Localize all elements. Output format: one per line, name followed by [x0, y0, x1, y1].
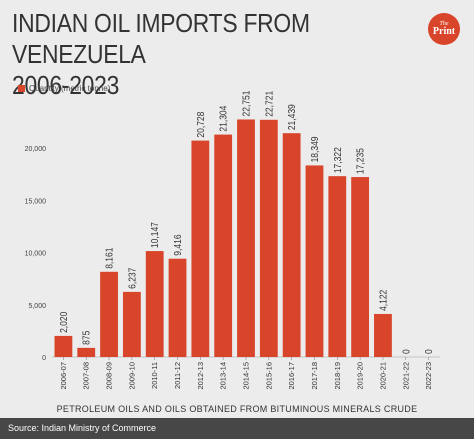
y-tick-label: 15,000 [25, 198, 47, 205]
x-tick-label: 2010-11 [150, 362, 159, 389]
source-bar: Source: Indian Ministry of Commerce [0, 418, 474, 439]
x-tick-label: 2013-14 [219, 362, 228, 390]
bar [259, 119, 278, 358]
bar-value-label: 6,237 [127, 268, 138, 289]
title-line-1: INDIAN OIL IMPORTS FROM VENEZUELA [12, 8, 310, 69]
logo-text-print: Print [432, 26, 456, 37]
x-tick-label: 2020-21 [378, 362, 387, 390]
chart-title: INDIAN OIL IMPORTS FROM VENEZUELA 2006-2… [12, 8, 419, 101]
x-tick-label: 2009-10 [127, 362, 136, 390]
bar [374, 313, 392, 357]
bar [351, 177, 370, 357]
bar [191, 140, 210, 357]
legend-label: Quantity (metric tonne) [29, 84, 111, 93]
theprint-logo: The Print [428, 13, 460, 45]
legend-swatch [18, 85, 25, 92]
bar-value-label: 875 [81, 331, 92, 345]
bar [54, 335, 73, 357]
x-tick-label: 2006-07 [59, 362, 68, 390]
bar-value-label: 17,235 [355, 148, 366, 174]
chart-caption: PETROLEUM OILS AND OILS OBTAINED FROM BI… [56, 404, 418, 414]
x-tick-label: 2016-17 [287, 362, 296, 390]
bar-value-label: 20,728 [195, 112, 206, 138]
bar-value-label: 18,349 [309, 136, 320, 162]
bar-value-label: 10,147 [150, 222, 161, 248]
legend: Quantity (metric tonne) [18, 84, 110, 93]
y-tick-label: 10,000 [25, 251, 47, 258]
x-tick-label: 2007-08 [82, 362, 91, 390]
logo-text-the: The [439, 21, 449, 27]
bar [237, 119, 255, 358]
bar [328, 176, 347, 357]
x-tick-label: 2012-13 [196, 362, 205, 390]
x-tick-label: 2014-15 [242, 362, 251, 390]
bar [100, 271, 118, 357]
bar [214, 134, 233, 357]
bar-value-label: 21,439 [287, 104, 298, 130]
bar [145, 251, 164, 357]
x-tick-label: 2018-19 [333, 362, 342, 390]
bar-value-label: 0 [401, 349, 412, 354]
bar [305, 165, 324, 357]
bar [168, 258, 187, 357]
x-tick-label: 2008-09 [105, 362, 114, 390]
bar [122, 291, 141, 357]
x-tick-label: 2011-12 [173, 362, 182, 389]
y-tick-label: 20,000 [25, 146, 47, 153]
bar-value-label: 4,122 [378, 290, 389, 311]
x-tick-label: 2021-22 [401, 362, 410, 390]
title-line-2: 2006-2023 [12, 70, 120, 100]
y-tick-label: 0 [42, 355, 46, 362]
bar-value-label: 22,721 [264, 91, 275, 117]
bar-value-label: 9,416 [172, 234, 183, 255]
bar [282, 133, 301, 357]
bar [77, 347, 96, 357]
x-tick-label: 2022-23 [424, 362, 433, 390]
bar-value-label: 2,020 [58, 312, 69, 333]
x-tick-label: 2019-20 [356, 362, 365, 390]
y-tick-label: 5,000 [28, 303, 46, 310]
x-tick-label: 2015-16 [264, 362, 273, 390]
bar-value-label: 17,322 [332, 147, 343, 173]
bar-value-label: 8,161 [104, 248, 115, 269]
bar-value-label: 0 [423, 349, 434, 354]
x-tick-label: 2017-18 [310, 362, 319, 390]
bar-value-label: 22,751 [241, 91, 252, 117]
bar-chart: 0 5,000 10,000 15,000 20,000 2,020 2006-07 875 2… [25, 91, 440, 390]
bar-value-label: 21,304 [218, 106, 229, 132]
